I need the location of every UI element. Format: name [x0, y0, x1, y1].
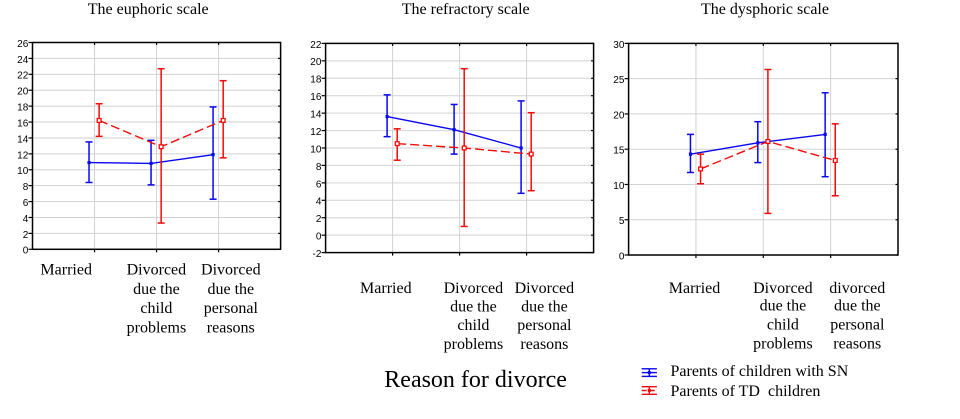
svg-text:The refractory scale: The refractory scale — [402, 1, 530, 18]
svg-text:Parents of TD children: Parents of TD children — [671, 383, 821, 400]
svg-text:10: 10 — [17, 166, 29, 177]
svg-text:child: child — [457, 317, 489, 334]
svg-text:14: 14 — [17, 134, 29, 145]
svg-text:6: 6 — [316, 179, 322, 190]
svg-text:10: 10 — [613, 181, 625, 192]
svg-text:Divorced: Divorced — [753, 280, 813, 297]
svg-text:reasons: reasons — [520, 336, 568, 353]
svg-text:-2: -2 — [312, 249, 321, 260]
svg-text:10: 10 — [310, 144, 322, 155]
svg-text:16: 16 — [17, 118, 29, 129]
svg-text:6: 6 — [23, 198, 29, 209]
svg-text:Divorced: Divorced — [444, 280, 504, 297]
svg-text:Married: Married — [360, 280, 412, 297]
svg-text:due the: due the — [521, 298, 568, 315]
svg-text:8: 8 — [316, 162, 322, 173]
svg-text:personal: personal — [830, 317, 885, 334]
svg-text:0: 0 — [23, 246, 29, 257]
svg-text:child: child — [767, 317, 799, 334]
svg-text:Reason for divorce: Reason for divorce — [384, 367, 567, 393]
svg-text:Divorced: Divorced — [201, 261, 261, 278]
svg-text:Divorced: Divorced — [515, 280, 575, 297]
svg-text:divorced: divorced — [829, 280, 885, 297]
svg-text:26: 26 — [17, 39, 29, 50]
svg-text:4: 4 — [316, 197, 322, 208]
svg-text:0: 0 — [619, 251, 625, 262]
svg-text:personal: personal — [517, 317, 572, 334]
svg-text:24: 24 — [17, 55, 29, 66]
svg-text:problems: problems — [444, 336, 504, 353]
svg-text:12: 12 — [17, 150, 29, 161]
svg-text:12: 12 — [310, 127, 322, 138]
svg-text:reasons: reasons — [833, 335, 881, 352]
svg-text:8: 8 — [23, 182, 29, 193]
svg-text:due the: due the — [834, 298, 881, 315]
svg-text:15: 15 — [613, 146, 625, 157]
svg-text:The euphoric scale: The euphoric scale — [88, 1, 209, 18]
svg-text:0: 0 — [316, 232, 322, 243]
svg-text:due the: due the — [450, 298, 497, 315]
svg-text:18: 18 — [310, 75, 322, 86]
svg-text:personal: personal — [204, 300, 259, 317]
svg-text:2: 2 — [23, 230, 29, 241]
svg-text:due the: due the — [760, 298, 807, 315]
svg-text:The dysphoric scale: The dysphoric scale — [701, 1, 829, 18]
svg-text:14: 14 — [310, 110, 322, 121]
svg-text:problems: problems — [753, 335, 813, 352]
svg-text:16: 16 — [310, 92, 322, 103]
svg-text:20: 20 — [17, 87, 29, 98]
svg-text:22: 22 — [17, 71, 29, 82]
svg-text:Married: Married — [669, 280, 721, 297]
svg-text:problems: problems — [127, 319, 187, 336]
svg-text:18: 18 — [17, 103, 29, 114]
svg-text:2: 2 — [316, 214, 322, 225]
svg-text:20: 20 — [310, 57, 322, 68]
svg-text:22: 22 — [310, 40, 322, 51]
svg-text:Parents of children with SN: Parents of children with SN — [671, 363, 849, 380]
svg-text:25: 25 — [613, 75, 625, 86]
svg-text:due the: due the — [133, 281, 180, 298]
svg-text:child: child — [140, 300, 172, 317]
svg-text:Divorced: Divorced — [127, 261, 187, 278]
svg-text:Married: Married — [40, 261, 92, 278]
svg-text:4: 4 — [23, 214, 29, 225]
svg-text:due the: due the — [207, 281, 254, 298]
svg-text:5: 5 — [619, 216, 625, 227]
svg-text:reasons: reasons — [207, 319, 255, 336]
svg-text:20: 20 — [613, 110, 625, 121]
svg-text:30: 30 — [613, 40, 625, 51]
